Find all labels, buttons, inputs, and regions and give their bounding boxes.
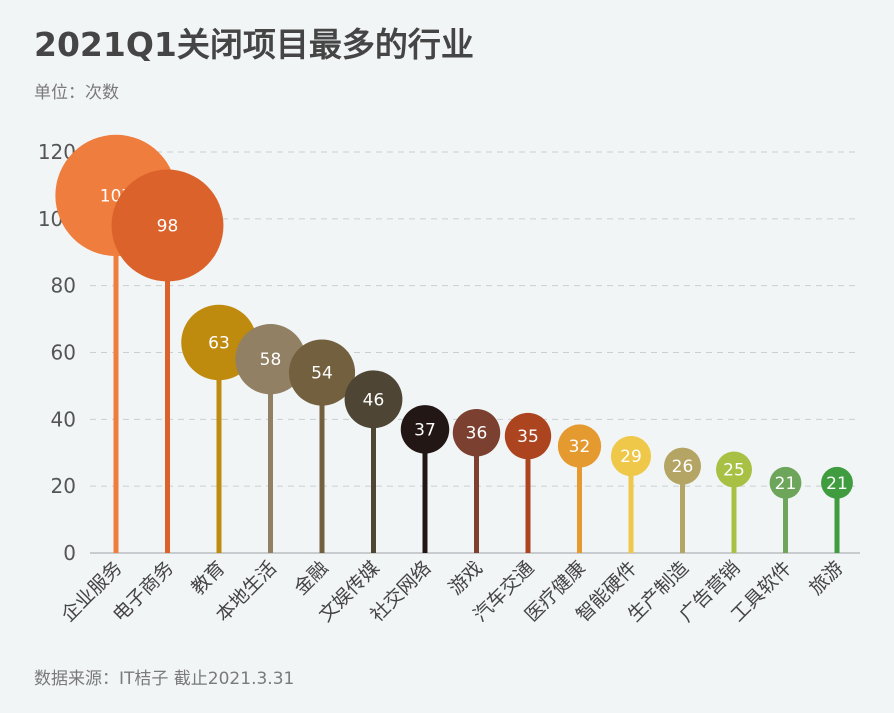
data-label: 37 xyxy=(414,420,436,440)
data-label: 21 xyxy=(826,474,848,494)
lollipop-bubble xyxy=(111,169,224,282)
y-tick-label: 60 xyxy=(51,341,76,365)
lollipop-bubble xyxy=(235,324,306,395)
y-tick-label: 80 xyxy=(51,274,76,298)
data-label: 32 xyxy=(569,437,591,457)
data-label: 29 xyxy=(620,447,642,467)
data-label: 35 xyxy=(517,427,539,447)
y-tick-label: 40 xyxy=(51,407,76,431)
lollipop-bubble xyxy=(821,466,853,499)
chart-title: 2021Q1关闭项目最多的行业 xyxy=(34,25,474,64)
lollipop-bubble xyxy=(452,408,501,457)
lollipop-bubble xyxy=(769,466,802,499)
data-label: 63 xyxy=(208,333,230,353)
lollipop-bubble xyxy=(557,424,602,468)
x-tick-label: 游戏 xyxy=(445,557,487,599)
data-label: 54 xyxy=(311,364,333,384)
data-label: 36 xyxy=(466,424,488,444)
lollipop-bubble xyxy=(716,451,752,488)
data-label: 25 xyxy=(723,460,745,480)
x-tick-label: 金融 xyxy=(290,557,332,599)
x-tick-label: 旅游 xyxy=(805,557,847,599)
data-label: 46 xyxy=(363,390,385,410)
lollipop-bubble xyxy=(288,339,356,406)
y-tick-label: 20 xyxy=(51,474,76,498)
lollipop-bubble xyxy=(400,405,450,454)
lollipop-bubble xyxy=(610,436,652,477)
lollipop-bubble xyxy=(504,412,552,460)
y-tick-label: 0 xyxy=(63,541,76,565)
data-label: 21 xyxy=(775,474,797,494)
lollipop-bubble xyxy=(344,370,403,429)
lollipop-bubble xyxy=(663,447,702,485)
data-label: 26 xyxy=(672,457,694,477)
chart-subtitle: 单位：次数 xyxy=(34,83,119,103)
data-label: 58 xyxy=(260,350,282,370)
x-tick-label: 教育 xyxy=(187,557,229,599)
data-source-note: 数据来源：IT桔子 截止2021.3.31 xyxy=(34,669,295,689)
data-label: 98 xyxy=(157,217,179,237)
